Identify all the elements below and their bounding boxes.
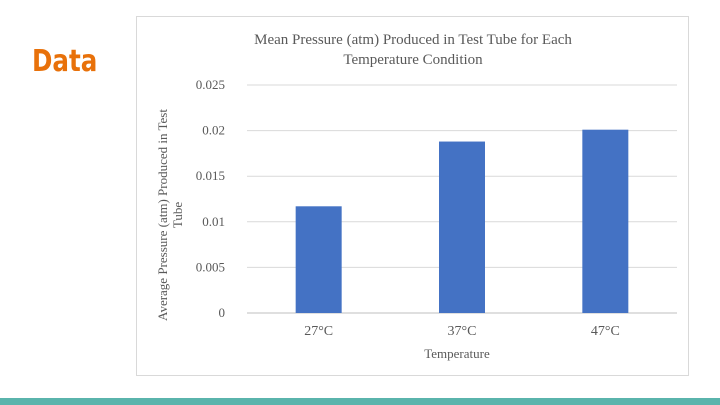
chart-frame: 0 0.005 0.01 0.015 0.02 0.025 27°C 37°C 47°C Me…: [136, 16, 689, 376]
bar-37°C: [439, 141, 485, 313]
y-tick-label: 0.005: [196, 259, 225, 274]
y-tick-label: 0.02: [202, 123, 225, 138]
y-tick-label: 0: [219, 305, 226, 320]
x-tick-label: 37°C: [448, 324, 477, 339]
bar-chart: 0 0.005 0.01 0.015 0.02 0.025 27°C 37°C 47°C Me…: [155, 32, 677, 361]
slide-title: Data: [32, 44, 98, 79]
chart-title-line-2: Temperature Condition: [343, 52, 483, 68]
chart-title-line-1: Mean Pressure (atm) Produced in Test Tub…: [254, 32, 572, 48]
x-tick-labels: 27°C 37°C 47°C: [304, 324, 620, 339]
bar-47°C: [582, 129, 629, 313]
y-tick-labels: 0 0.005 0.01 0.015 0.02 0.025: [196, 77, 225, 320]
x-tick-label: 47°C: [591, 324, 620, 339]
y-axis-label-line-1: Average Pressure (atm) Produced in Test: [155, 109, 170, 321]
bar-27°C: [295, 206, 342, 313]
y-tick-label: 0.015: [196, 168, 225, 183]
footer-accent-bar: [0, 398, 720, 405]
y-tick-label: 0.025: [196, 77, 225, 92]
y-axis-label-line-2: Tube: [170, 202, 185, 228]
bars: [295, 129, 629, 313]
y-tick-label: 0.01: [202, 214, 225, 229]
x-axis-label: Temperature: [424, 346, 490, 361]
x-tick-label: 27°C: [304, 324, 333, 339]
